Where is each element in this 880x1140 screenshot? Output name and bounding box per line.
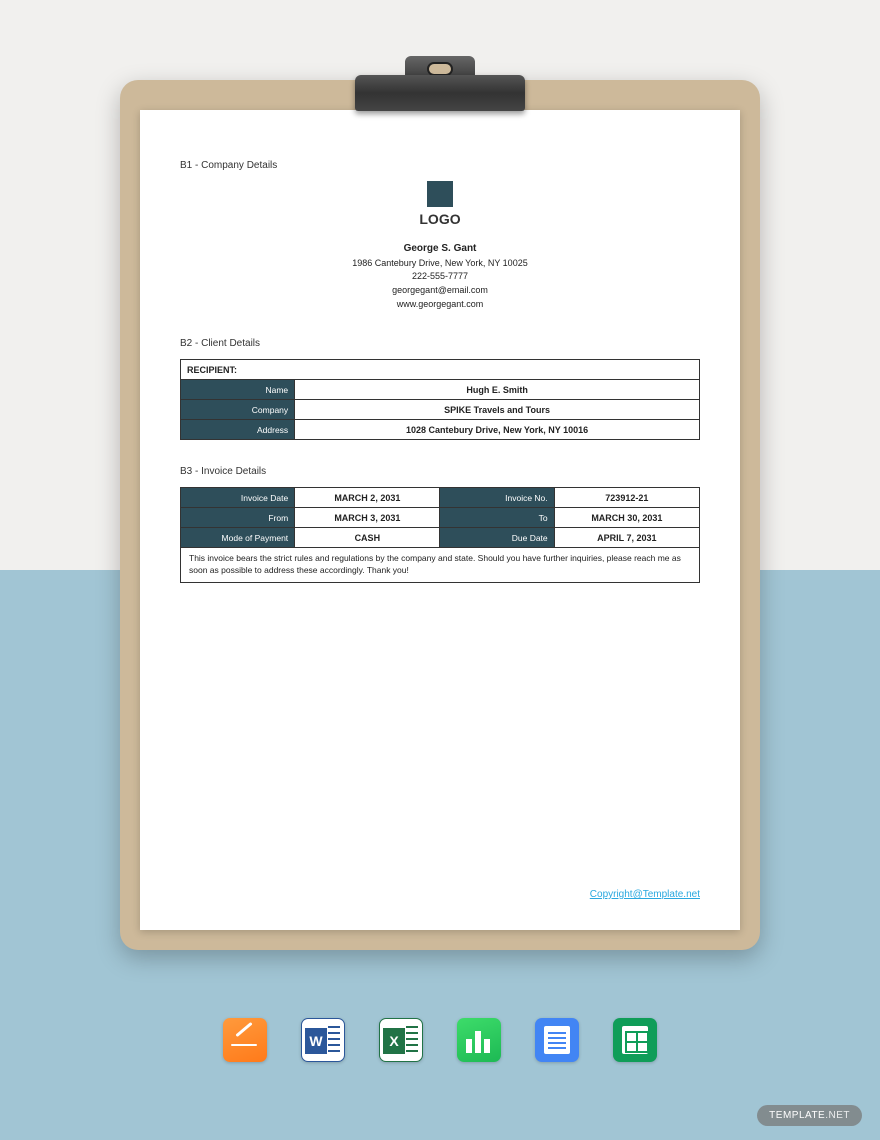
watermark: TEMPLATE.NET (757, 1105, 862, 1126)
pages-icon[interactable] (223, 1018, 267, 1062)
numbers-icon[interactable] (457, 1018, 501, 1062)
invoice-table: Invoice Date MARCH 2, 2031 Invoice No. 7… (180, 487, 700, 583)
company-info: George S. Gant 1986 Cantebury Drive, New… (180, 241, 700, 312)
inv-l-from: From (181, 508, 295, 528)
inv-l-mode: Mode of Payment (181, 528, 295, 548)
logo-text: LOGO (180, 211, 700, 227)
section-b2-label: B2 - Client Details (180, 338, 700, 349)
clipboard: B1 - Company Details LOGO George S. Gant… (120, 80, 760, 950)
client-label-company: Company (181, 400, 295, 420)
client-table: RECIPIENT: Name Hugh E. Smith Company SP… (180, 359, 700, 440)
logo-block: LOGO (180, 181, 700, 227)
clip-base (355, 75, 525, 111)
invoice-note: This invoice bears the strict rules and … (181, 548, 700, 583)
logo-icon (427, 181, 453, 207)
google-docs-icon[interactable] (535, 1018, 579, 1062)
excel-icon[interactable] (379, 1018, 423, 1062)
client-value-company: SPIKE Travels and Tours (295, 400, 700, 420)
inv-v-mode: CASH (295, 528, 440, 548)
clip (355, 56, 525, 111)
inv-v-due: APRIL 7, 2031 (554, 528, 699, 548)
company-address: 1986 Cantebury Drive, New York, NY 10025 (180, 257, 700, 271)
watermark-light: .NET (825, 1110, 850, 1121)
inv-l-date: Invoice Date (181, 488, 295, 508)
section-b3-label: B3 - Invoice Details (180, 466, 700, 477)
google-sheets-icon[interactable] (613, 1018, 657, 1062)
company-phone: 222-555-7777 (180, 270, 700, 284)
company-name: George S. Gant (180, 241, 700, 257)
inv-l-due: Due Date (440, 528, 554, 548)
inv-v-from: MARCH 3, 2031 (295, 508, 440, 528)
client-value-address: 1028 Cantebury Drive, New York, NY 10016 (295, 420, 700, 440)
client-value-name: Hugh E. Smith (295, 380, 700, 400)
inv-v-to: MARCH 30, 2031 (554, 508, 699, 528)
copyright-link[interactable]: Copyright@Template.net (590, 889, 700, 900)
client-label-name: Name (181, 380, 295, 400)
inv-l-no: Invoice No. (440, 488, 554, 508)
inv-v-date: MARCH 2, 2031 (295, 488, 440, 508)
clip-hole (427, 62, 453, 76)
invoice-paper: B1 - Company Details LOGO George S. Gant… (140, 110, 740, 930)
client-label-address: Address (181, 420, 295, 440)
app-icon-row (223, 1018, 657, 1062)
inv-v-no: 723912-21 (554, 488, 699, 508)
watermark-bold: TEMPLATE (769, 1110, 825, 1121)
company-website: www.georgegant.com (180, 298, 700, 312)
section-b1-label: B1 - Company Details (180, 160, 700, 171)
client-header: RECIPIENT: (181, 360, 700, 380)
inv-l-to: To (440, 508, 554, 528)
word-icon[interactable] (301, 1018, 345, 1062)
company-email: georgegant@email.com (180, 284, 700, 298)
